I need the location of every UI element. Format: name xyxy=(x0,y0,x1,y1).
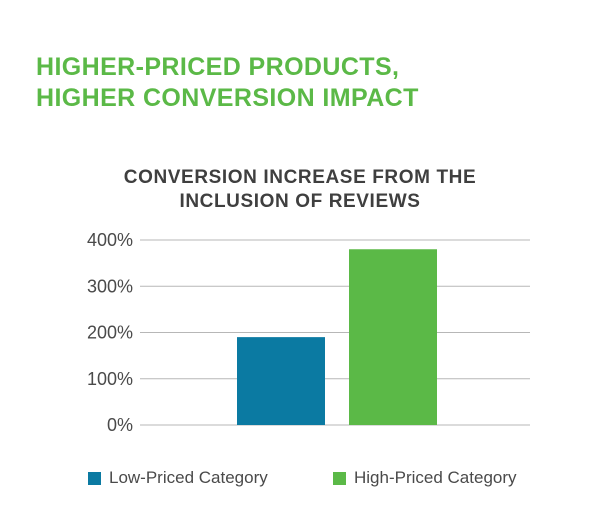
legend-swatch-high xyxy=(333,471,346,485)
legend-label-low: Low-Priced Category xyxy=(109,468,268,487)
legend: Low-Priced Category High-Priced Category xyxy=(0,468,600,492)
legend-label-high: High-Priced Category xyxy=(354,468,517,487)
legend-item-low: Low-Priced Category xyxy=(88,468,268,488)
y-tick-label: 0% xyxy=(107,415,133,435)
bar-high-priced xyxy=(349,249,437,425)
y-tick-label: 300% xyxy=(87,276,133,296)
legend-swatch-low xyxy=(88,471,101,485)
legend-item-high: High-Priced Category xyxy=(333,468,517,488)
y-tick-label: 400% xyxy=(87,230,133,250)
bar-low-priced xyxy=(237,337,325,425)
chart-title: CONVERSION INCREASE FROM THE INCLUSION O… xyxy=(123,167,477,212)
y-tick-label: 100% xyxy=(87,369,133,389)
y-tick-label: 200% xyxy=(87,323,133,343)
headline: HIGHER-PRICED PRODUCTS, HIGHER CONVERSIO… xyxy=(36,53,419,112)
